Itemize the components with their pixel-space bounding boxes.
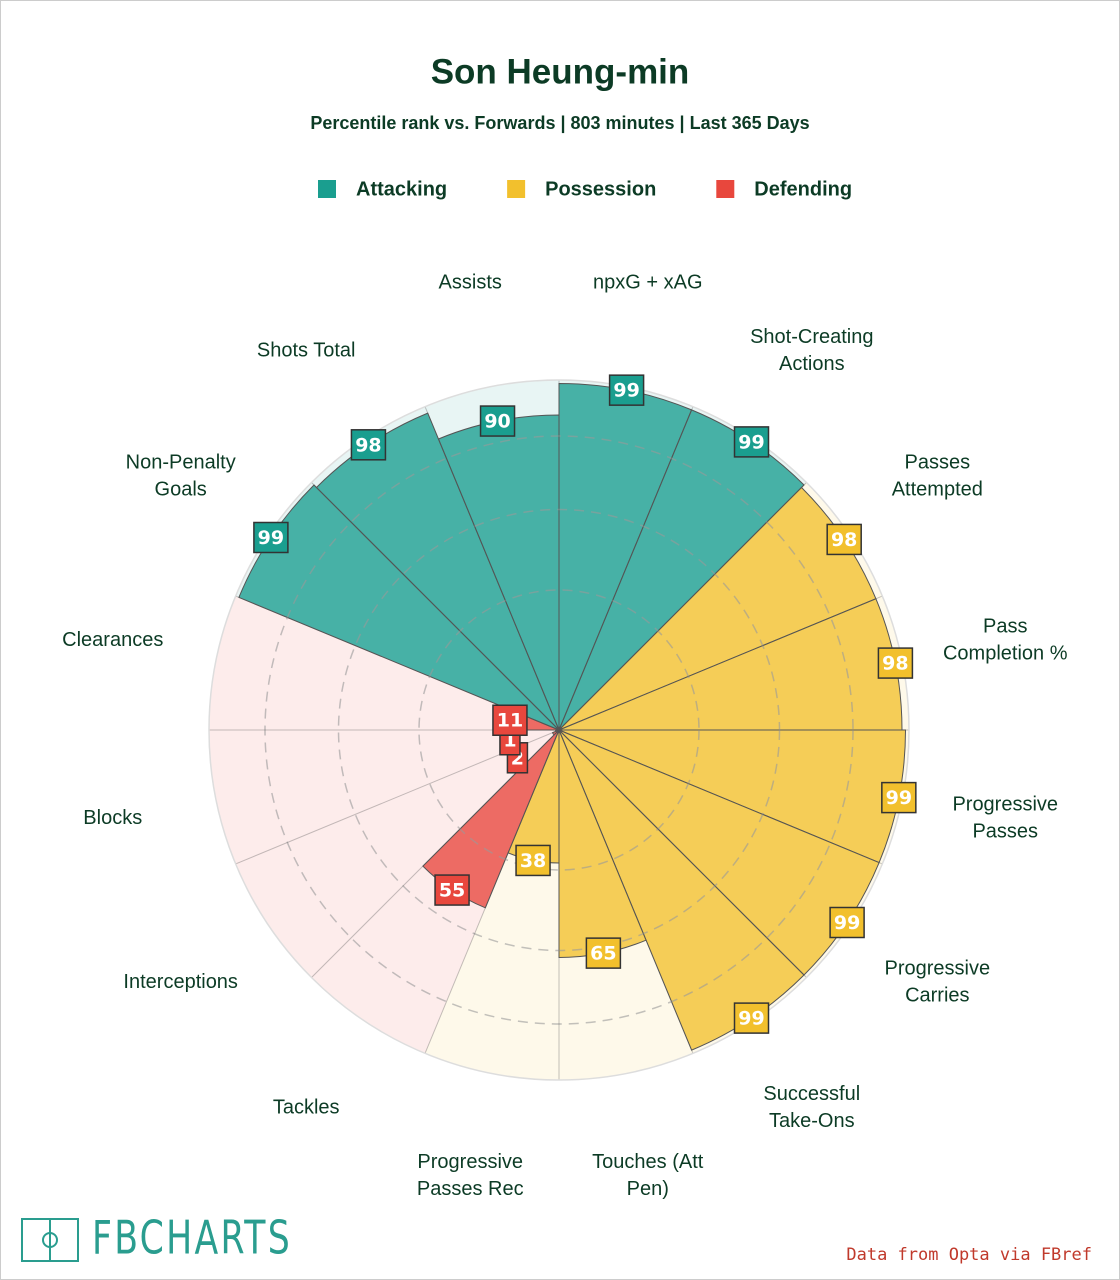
value-label: 55 bbox=[439, 880, 465, 902]
spoke bbox=[311, 482, 560, 731]
slice-background bbox=[209, 596, 559, 730]
value-box bbox=[829, 906, 865, 939]
value-box bbox=[881, 781, 917, 814]
value-label: 98 bbox=[882, 653, 908, 675]
category-label: Blocks bbox=[83, 807, 142, 829]
grid-ring bbox=[418, 589, 700, 871]
slice-background bbox=[209, 730, 559, 864]
value-label: 98 bbox=[831, 529, 857, 551]
value-box bbox=[253, 521, 289, 554]
legend-swatch bbox=[716, 180, 735, 198]
spoke bbox=[424, 729, 560, 1054]
slice-background bbox=[235, 730, 560, 978]
slice bbox=[551, 729, 560, 736]
category-label: Tackles bbox=[273, 1097, 340, 1119]
category-label: Assists bbox=[439, 272, 502, 294]
value-label: 99 bbox=[738, 1008, 764, 1030]
grid-ring bbox=[337, 508, 781, 952]
spoke bbox=[558, 729, 694, 1054]
value-label: 98 bbox=[355, 434, 381, 456]
value-box bbox=[515, 844, 551, 877]
category-label: Touches (Att Pen) bbox=[592, 1151, 704, 1200]
category-label: Clearances bbox=[62, 630, 163, 652]
value-box bbox=[585, 937, 622, 969]
logo-circle bbox=[42, 1232, 58, 1248]
legend-swatch bbox=[507, 180, 526, 198]
logo-text: FBCHARTS bbox=[92, 1211, 292, 1265]
logo: FBCHARTS bbox=[21, 1211, 292, 1265]
value-label: 99 bbox=[738, 431, 764, 453]
value-box bbox=[733, 426, 770, 458]
category-label: Progressive Passes Rec bbox=[417, 1151, 524, 1200]
spoke bbox=[558, 595, 883, 731]
value-box bbox=[479, 405, 516, 437]
value-label: 90 bbox=[484, 411, 510, 433]
value-label: 11 bbox=[497, 710, 523, 732]
value-box bbox=[826, 523, 862, 556]
legend-label: Defending bbox=[754, 178, 852, 200]
value-label: 99 bbox=[258, 527, 284, 549]
value-label: 99 bbox=[834, 912, 860, 934]
outer-ring bbox=[208, 379, 910, 1081]
spoke bbox=[558, 482, 807, 731]
value-box bbox=[434, 874, 470, 906]
category-label: Passes Attempted bbox=[892, 452, 983, 501]
category-label: Progressive Carries bbox=[885, 958, 991, 1007]
value-label: 65 bbox=[590, 943, 616, 965]
value-label: 99 bbox=[886, 787, 912, 809]
value-box bbox=[350, 429, 387, 461]
legend-swatch bbox=[318, 180, 336, 198]
spoke bbox=[558, 729, 883, 865]
category-label: Pass Completion % bbox=[943, 616, 1068, 665]
value-box bbox=[608, 374, 645, 406]
chart-subtitle: Percentile rank vs. Forwards | 803 minut… bbox=[310, 113, 809, 133]
value-box bbox=[492, 704, 528, 736]
value-box bbox=[877, 647, 914, 679]
category-label: Successful Take-Ons bbox=[763, 1083, 860, 1132]
category-label: Shots Total bbox=[257, 340, 356, 362]
value-box bbox=[733, 1002, 770, 1034]
legend-label: Possession bbox=[545, 178, 656, 200]
chart-title: Son Heung-min bbox=[431, 52, 690, 91]
value-label: 99 bbox=[613, 380, 639, 402]
spoke bbox=[558, 406, 694, 731]
category-label: npxG + xAG bbox=[593, 272, 703, 294]
category-label: Progressive Passes bbox=[952, 794, 1058, 843]
category-label: Interceptions bbox=[123, 971, 238, 993]
spoke bbox=[424, 406, 560, 731]
category-label: Shot-Creating Actions bbox=[750, 326, 873, 375]
spoke bbox=[558, 729, 807, 978]
value-label: 38 bbox=[520, 850, 546, 872]
category-label: Non-Penalty Goals bbox=[126, 452, 236, 501]
legend-label: Attacking bbox=[356, 178, 447, 200]
source-note: Data from Opta via FBref bbox=[846, 1245, 1092, 1265]
grid-ring bbox=[264, 435, 854, 1025]
